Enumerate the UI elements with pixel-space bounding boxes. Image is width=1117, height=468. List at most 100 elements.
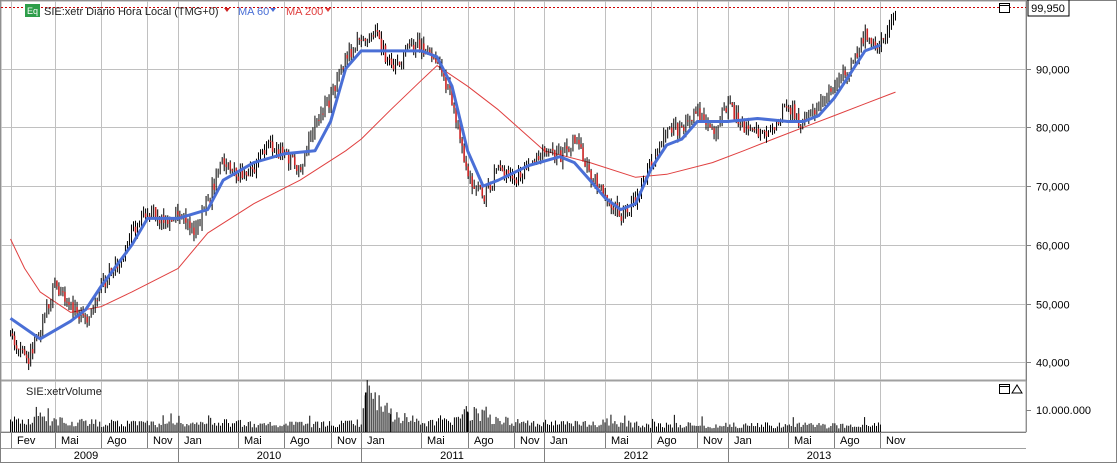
volume-panel-maximize-icon[interactable] bbox=[999, 384, 1010, 394]
price-bar-body-down bbox=[435, 59, 437, 63]
price-bar-body-down bbox=[346, 54, 348, 59]
price-bar-body-down bbox=[380, 38, 383, 52]
price-bar-body-down bbox=[418, 39, 421, 52]
ma60-dropdown-icon[interactable] bbox=[270, 8, 276, 12]
price-bar-body-down bbox=[66, 301, 68, 303]
month-label: Nov bbox=[520, 435, 540, 447]
symbol-dropdown-icon[interactable] bbox=[224, 8, 230, 12]
price-bar-body-down bbox=[154, 207, 157, 217]
time-axis: Fev Mai Ago Nov Jan Mai Ago Nov Jan Mai Ago Nov Jan M… bbox=[11, 433, 906, 462]
price-tick-label: 60,000 bbox=[1036, 241, 1070, 253]
volume-bars bbox=[10, 380, 881, 432]
price-bar-body-down bbox=[189, 221, 191, 229]
price-bar-body-down bbox=[814, 110, 816, 115]
price-bar-body-down bbox=[328, 100, 330, 108]
price-bar-body-down bbox=[21, 348, 24, 350]
price-bar-body-down bbox=[429, 49, 431, 53]
price-bar-body-down bbox=[62, 291, 64, 293]
price-bar-body-down bbox=[711, 127, 713, 129]
price-bar-body-down bbox=[433, 58, 435, 60]
price-bar-body-down bbox=[378, 31, 381, 39]
price-panel[interactable] bbox=[0, 0, 1027, 381]
price-bar-body-down bbox=[533, 160, 536, 162]
price-bar-body-down bbox=[449, 84, 451, 89]
price-bar-body-down bbox=[582, 147, 584, 162]
price-bar-body-down bbox=[96, 300, 99, 302]
price-bar-body-down bbox=[691, 120, 693, 122]
price-tick-label: 70,000 bbox=[1036, 182, 1070, 194]
current-price-box bbox=[1027, 0, 1070, 17]
price-bar-body-down bbox=[376, 30, 379, 32]
equity-badge-text: Eq bbox=[27, 6, 38, 16]
price-bar-body-down bbox=[793, 104, 796, 119]
volume-panel-title: SIE:xetrVolume bbox=[26, 386, 102, 398]
price-panel-maximize-icon[interactable] bbox=[999, 3, 1010, 13]
price-bar-body-down bbox=[412, 44, 415, 53]
price-bar-body-down bbox=[687, 120, 689, 122]
price-bar-body-down bbox=[48, 304, 50, 309]
price-bar-body-down bbox=[76, 306, 78, 313]
year-label: 2013 bbox=[807, 450, 831, 462]
price-bar-body-down bbox=[185, 215, 187, 223]
price-bar-body-down bbox=[318, 119, 320, 121]
month-label: Jan bbox=[734, 435, 752, 447]
price-bar-body-down bbox=[223, 158, 226, 165]
price-bar-body-down bbox=[281, 146, 284, 155]
price-bar-body-down bbox=[695, 111, 697, 114]
price-bar-body-down bbox=[618, 209, 621, 217]
price-bar-body-down bbox=[241, 168, 244, 179]
price-bar-body-down bbox=[515, 179, 518, 184]
price-bar-body-down bbox=[84, 315, 86, 317]
price-bar-body-down bbox=[388, 58, 391, 60]
price-bar-body-down bbox=[866, 28, 869, 41]
volume-panel[interactable] bbox=[0, 380, 1027, 433]
price-bar-body-down bbox=[683, 127, 685, 131]
month-label: Mai bbox=[794, 435, 812, 447]
price-bar-body-down bbox=[501, 167, 504, 171]
ma200-line-group bbox=[10, 65, 896, 313]
price-bar-body-down bbox=[753, 129, 756, 131]
price-bar-body-down bbox=[626, 207, 629, 213]
month-label: Ago bbox=[840, 435, 860, 447]
price-bar-body-down bbox=[350, 49, 353, 58]
price-bar-body-down bbox=[578, 139, 580, 145]
price-bar-body-down bbox=[437, 62, 439, 64]
current-price-label: 99,950 bbox=[1031, 3, 1065, 15]
price-bar-body-down bbox=[513, 178, 516, 180]
price-bar-body-down bbox=[856, 53, 858, 58]
price-bar-body-down bbox=[13, 335, 16, 346]
price-bar-body-down bbox=[725, 108, 727, 113]
price-bar-body-down bbox=[443, 72, 445, 77]
price-bar-body-down bbox=[245, 171, 248, 176]
price-bar-body-down bbox=[148, 215, 151, 218]
ma200-dropdown-icon[interactable] bbox=[325, 8, 331, 12]
price-axis: 40,000 50,000 60,000 70,000 80,000 90,000 bbox=[1026, 65, 1070, 370]
month-label: Mai bbox=[427, 435, 445, 447]
price-bar-body-down bbox=[874, 41, 877, 47]
price-bar-body-down bbox=[473, 186, 475, 189]
price-bar-body-down bbox=[237, 176, 240, 181]
month-label: Nov bbox=[703, 435, 723, 447]
price-bar-body-down bbox=[461, 138, 463, 146]
price-bar-body-down bbox=[293, 156, 296, 166]
price-bar-body-down bbox=[372, 35, 375, 37]
price-bar-body-down bbox=[763, 130, 766, 132]
volume-panel-collapse-icon[interactable] bbox=[1011, 384, 1023, 394]
price-bar-body-down bbox=[545, 152, 548, 154]
price-bar-body-down bbox=[15, 345, 18, 349]
price-bar-body-down bbox=[580, 144, 582, 148]
price-bar-body-down bbox=[82, 313, 84, 316]
month-label: Nov bbox=[886, 435, 906, 447]
price-bar-body-down bbox=[670, 127, 673, 133]
price-bar-body-down bbox=[590, 170, 592, 182]
price-bar-body-down bbox=[251, 167, 254, 170]
price-bar-body-down bbox=[797, 113, 800, 126]
price-bar-body-down bbox=[342, 67, 344, 69]
price-bar-body-down bbox=[453, 104, 455, 108]
price-bar-body-down bbox=[606, 195, 609, 200]
price-bar-body-down bbox=[56, 280, 58, 287]
ma200-legend-label: MA 200 bbox=[286, 6, 323, 18]
price-bar-body-down bbox=[193, 227, 195, 235]
